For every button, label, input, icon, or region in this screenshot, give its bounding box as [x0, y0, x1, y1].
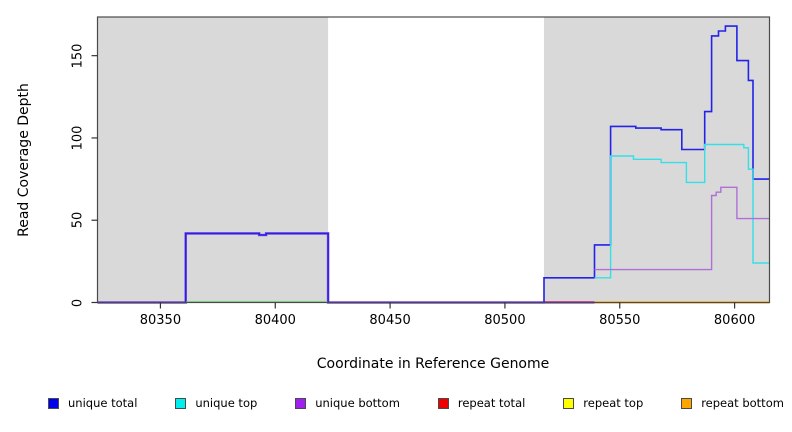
legend-swatch-icon: [48, 397, 59, 409]
x-tick-label: 80550: [599, 313, 641, 328]
legend-label: unique top: [195, 396, 258, 410]
legend-swatch-icon: [437, 397, 449, 409]
x-tick-label: 80450: [369, 313, 411, 328]
legend-item-repeat-total: repeat total: [437, 396, 526, 410]
legend-label: unique total: [68, 396, 138, 410]
legend-item-repeat-top: repeat top: [563, 396, 643, 410]
x-tick-label: 80600: [713, 313, 756, 328]
y-tick-label: 50: [70, 211, 86, 229]
x-tick-label: 80400: [254, 313, 296, 328]
unique-bottom-line: [594, 186, 770, 271]
x-tick-label: 80350: [139, 313, 182, 328]
x-tick-label: 80500: [484, 313, 526, 328]
legend-label: repeat bottom: [701, 396, 784, 410]
legend-swatch-icon: [563, 397, 575, 409]
legend-label: repeat top: [583, 396, 644, 410]
y-tick-label: 150: [70, 43, 86, 69]
legend: unique total unique top unique bottom repea…: [48, 396, 784, 410]
shaded-region-segment-1: [97, 17, 329, 303]
legend-label: unique bottom: [315, 396, 400, 410]
legend-swatch-icon: [175, 397, 187, 409]
legend-swatch-icon: [681, 397, 693, 409]
legend-swatch-icon: [295, 397, 307, 409]
legend-label: repeat total: [457, 396, 526, 410]
y-axis-title: Read Coverage Depth: [16, 83, 32, 237]
legend-item-unique-bottom: unique bottom: [295, 396, 400, 410]
unique-total-line: [97, 25, 770, 304]
legend-item-unique-total: unique total: [48, 396, 137, 410]
legend-item-unique-top: unique top: [175, 396, 257, 410]
y-tick-label: 0: [70, 298, 86, 307]
plot-border: [96, 16, 771, 304]
unique-top-line: [594, 143, 770, 279]
y-tick-label: 100: [70, 125, 86, 151]
legend-item-repeat-bottom: repeat bottom: [681, 396, 784, 410]
x-axis-title: Coordinate in Reference Genome: [316, 356, 550, 372]
